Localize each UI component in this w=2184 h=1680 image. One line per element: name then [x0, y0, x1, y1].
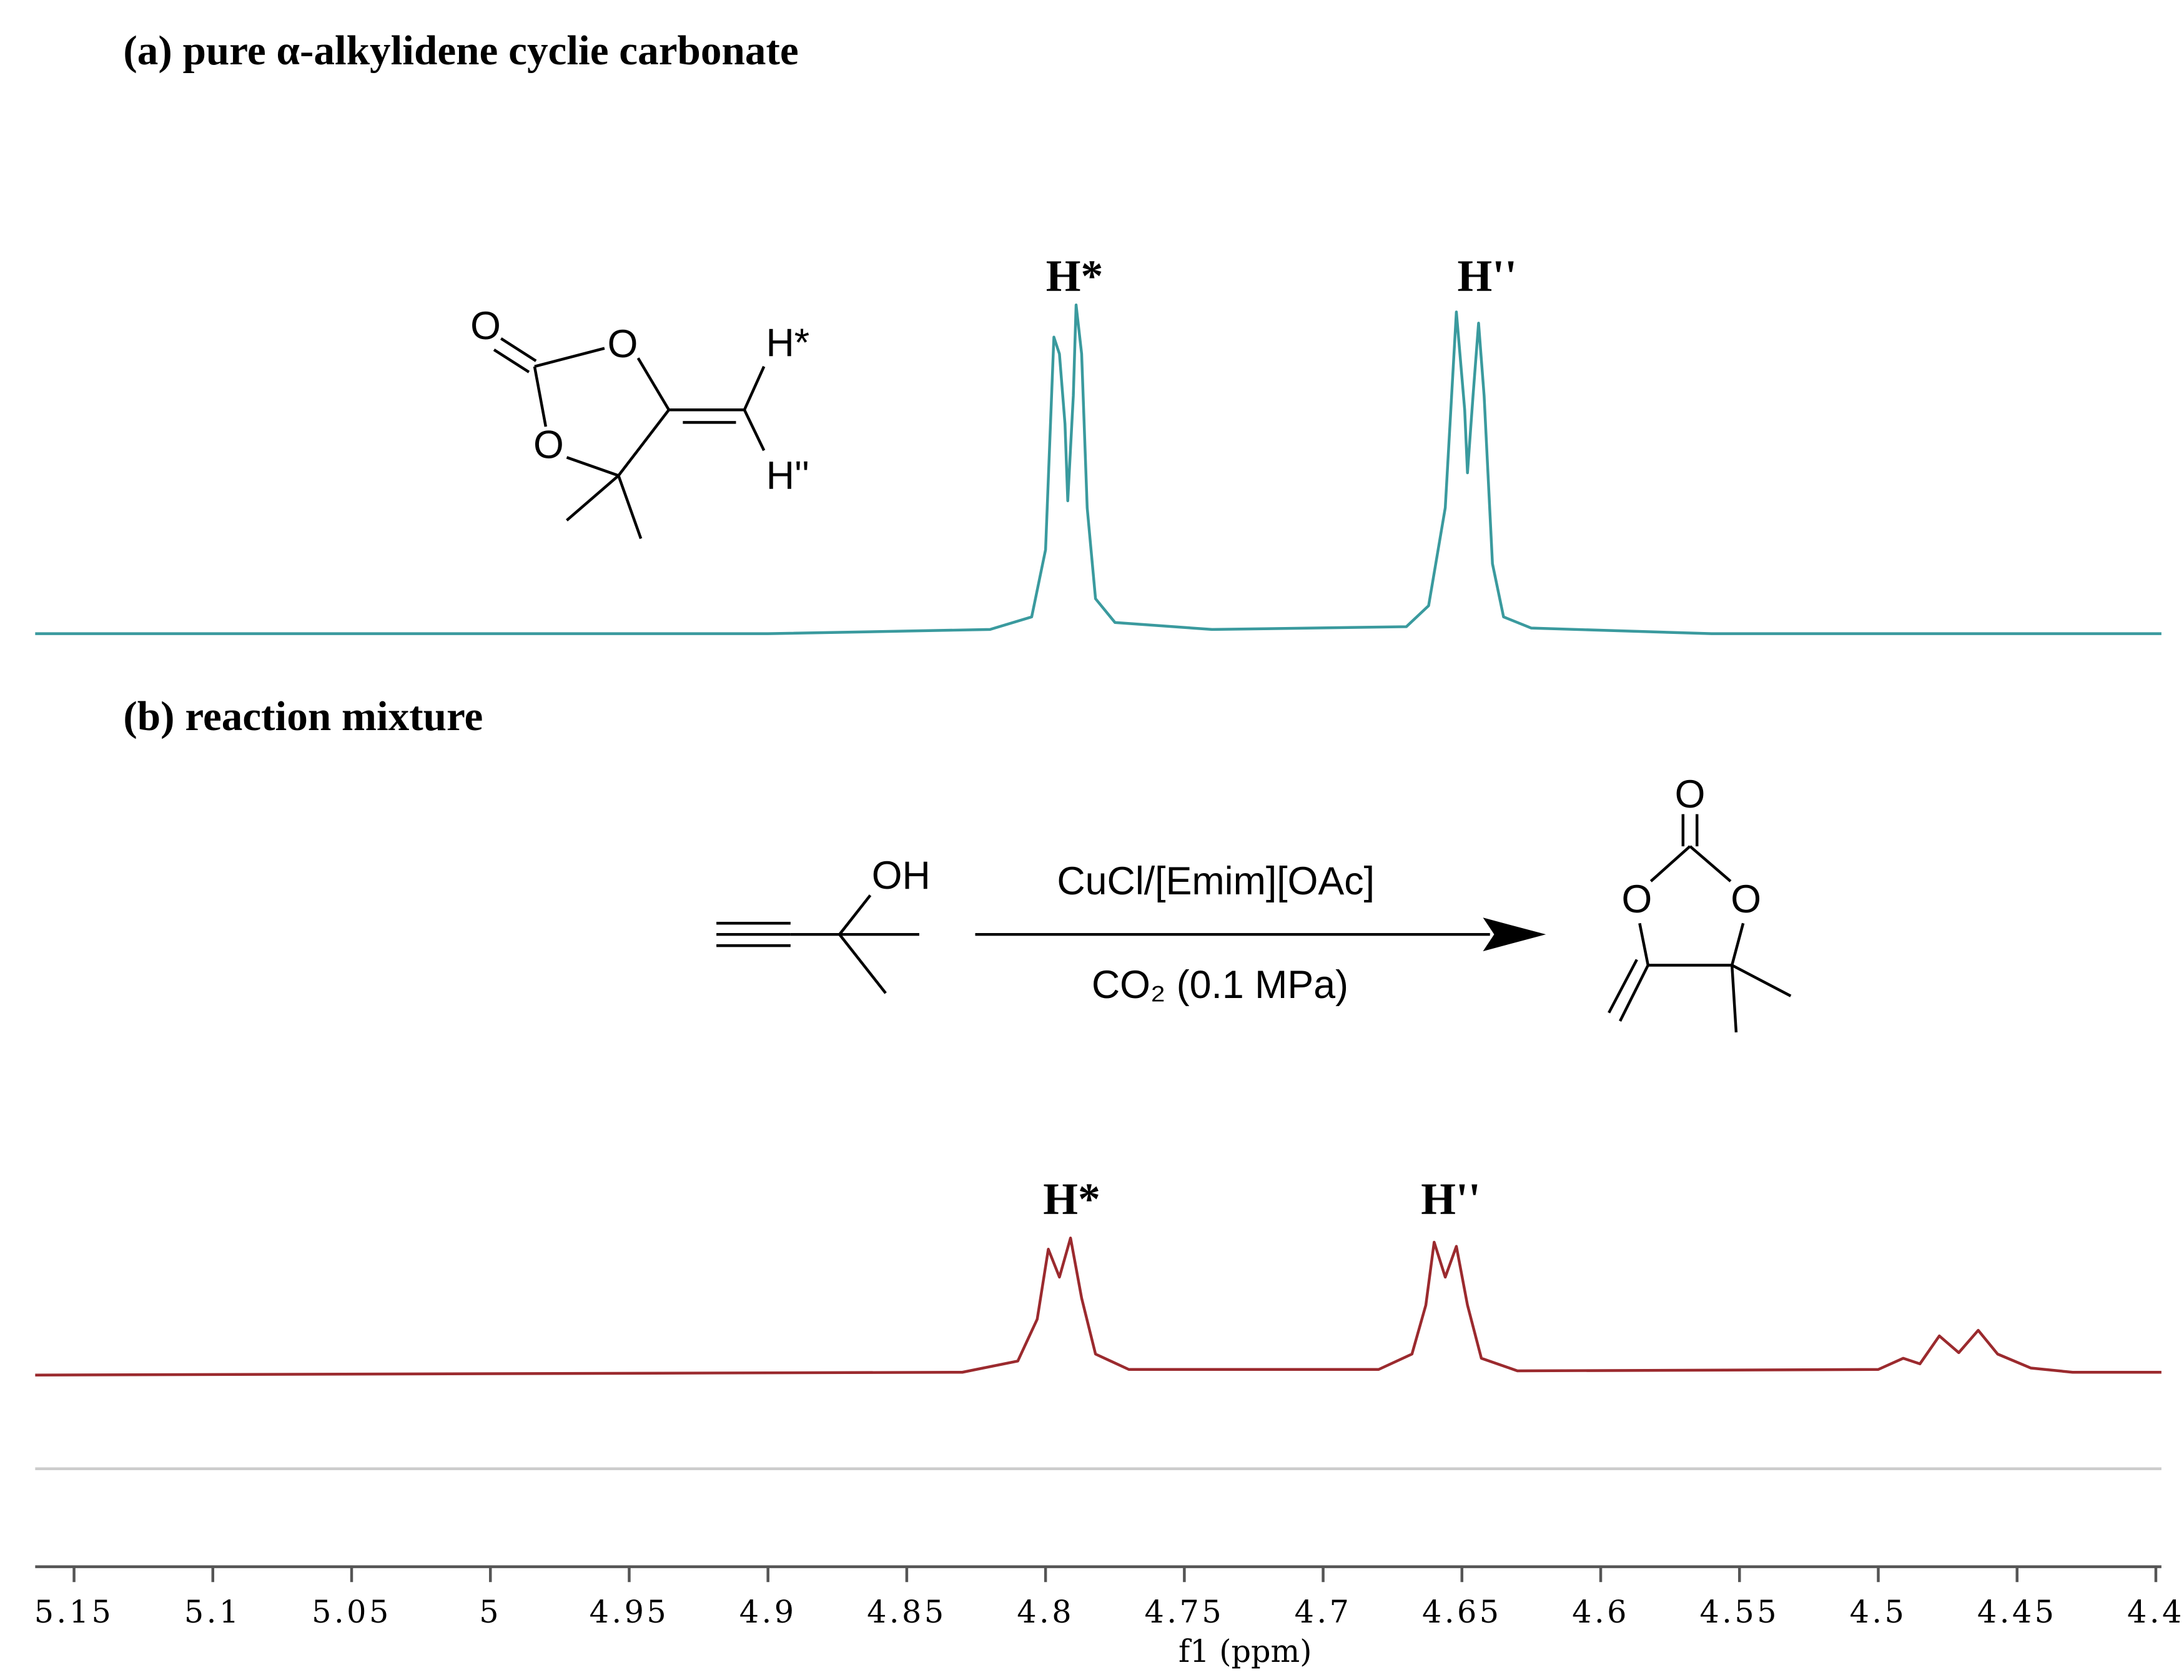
reaction-scheme: [716, 814, 1792, 1033]
x-tick-label: 4.6: [1572, 1594, 1629, 1630]
peak-label: H*: [1043, 1174, 1100, 1224]
peak-label: H'': [1457, 251, 1517, 301]
x-tick-label: 4.5: [1850, 1594, 1907, 1630]
panel-b-title: (b) reaction mixture: [123, 693, 483, 739]
conditions: CO₂ (0.1 MPa): [1092, 963, 1348, 1007]
panel-a-title: (a) pure α-alkylidene cyclie carbonate: [123, 27, 798, 74]
x-tick-label: 4.9: [739, 1594, 797, 1630]
x-tick-label: 4.95: [590, 1594, 670, 1630]
x-tick-label: 4.55: [1699, 1594, 1779, 1630]
peak-label: H*: [1046, 251, 1104, 301]
structure-a: [493, 337, 766, 540]
x-tick-label: 4.75: [1145, 1594, 1225, 1630]
x-axis-label: f1 (ppm): [1178, 1633, 1312, 1669]
peak-label: H'': [1421, 1174, 1481, 1224]
x-tick-label: 4.45: [1977, 1594, 2057, 1630]
atom: O: [608, 322, 638, 366]
x-tick-label: 5.1: [184, 1594, 242, 1630]
x-tick-label: 4.85: [867, 1594, 947, 1630]
atom: H*: [766, 321, 809, 365]
atom: O: [1731, 877, 1761, 921]
atom: OH: [872, 854, 931, 897]
atom: O: [1622, 877, 1653, 921]
x-tick-label: 4.8: [1017, 1594, 1074, 1630]
x-tick-label: 4.4: [2127, 1594, 2184, 1630]
atom: O: [470, 304, 501, 348]
x-tick-label: 4.65: [1422, 1594, 1502, 1630]
atom: O: [1675, 773, 1706, 816]
atom: O: [533, 423, 564, 467]
spectrum-line: [35, 1236, 2162, 1376]
spectrum-line: [35, 304, 2162, 635]
x-tick-label: 5.15: [34, 1594, 114, 1630]
x-tick-label: 4.7: [1295, 1594, 1352, 1630]
x-tick-label: 5.05: [312, 1594, 392, 1630]
atom: H'': [766, 454, 809, 498]
x-tick-label: 5: [479, 1594, 502, 1630]
reagent: CuCl/[Emim][OAc]: [1057, 859, 1375, 903]
